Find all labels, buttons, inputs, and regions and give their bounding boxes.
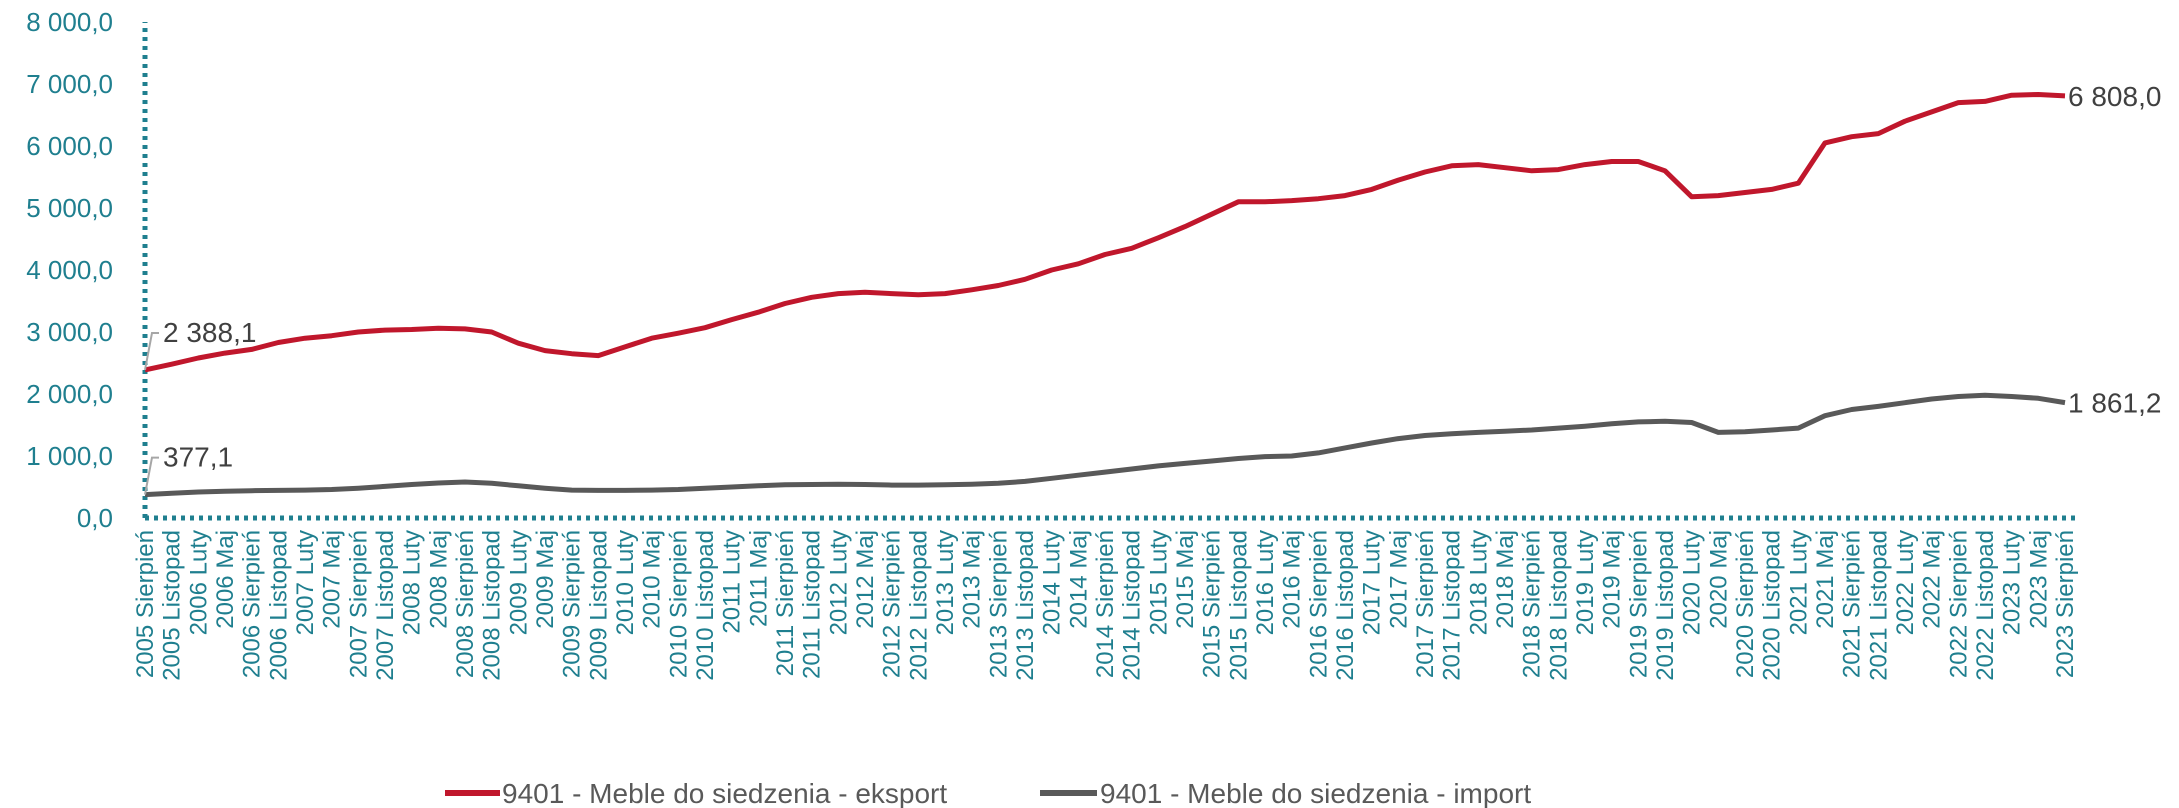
x-tick-label: 2023 Sierpień — [2052, 530, 2079, 678]
x-tick-label: 2016 Luty — [1252, 530, 1279, 635]
y-tick-label: 2 000,0 — [26, 379, 113, 409]
x-tick-label: 2009 Maj — [532, 530, 559, 629]
x-tick-labels: 2005 Sierpień 2005 Listopad 2006 Luty 2006 … — [132, 530, 2079, 681]
x-tick-label: 2022 Listopad — [1972, 530, 1999, 681]
legend: 9401 - Meble do siedzenia - eksport 9401… — [445, 778, 1531, 808]
x-tick-label: 2006 Listopad — [265, 530, 292, 681]
x-tick-label: 2021 Sierpień — [1839, 530, 1866, 678]
x-tick-label: 2005 Listopad — [159, 530, 186, 681]
x-tick-label: 2020 Listopad — [1759, 530, 1786, 681]
y-tick-labels: 0,0 1 000,0 2 000,0 3 000,0 4 000,0 5 000,0 6 … — [26, 7, 113, 533]
series-lines — [144, 92, 2066, 498]
y-tick-label: 0,0 — [77, 503, 113, 533]
leader-line — [144, 456, 159, 495]
x-tick-label: 2020 Maj — [1705, 530, 1732, 629]
data-label-first: 377,1 — [163, 442, 233, 473]
axes — [142, 22, 2075, 521]
x-tick-label: 2023 Maj — [2025, 530, 2052, 629]
x-tick-label: 2018 Maj — [1492, 530, 1519, 629]
x-tick-label: 2022 Luty — [1892, 530, 1919, 635]
x-tick-label: 2014 Sierpień — [1092, 530, 1119, 678]
x-tick-label: 2019 Luty — [1572, 530, 1599, 635]
x-tick-label: 2010 Luty — [612, 530, 639, 635]
x-tick-label: 2018 Sierpień — [1519, 530, 1546, 678]
leader-line — [144, 331, 159, 371]
x-tick-label: 2016 Sierpień — [1305, 530, 1332, 678]
x-tick-label: 2013 Luty — [932, 530, 959, 635]
x-tick-label: 2018 Luty — [1465, 530, 1492, 635]
x-tick-label: 2010 Sierpień — [665, 530, 692, 678]
x-tick-label: 2021 Maj — [1812, 530, 1839, 629]
x-tick-label: 2012 Maj — [852, 530, 879, 629]
x-tick-label: 2016 Maj — [1279, 530, 1306, 629]
x-tick-label: 2006 Luty — [185, 530, 212, 635]
y-tick-label: 6 000,0 — [26, 131, 113, 161]
x-tick-label: 2022 Maj — [1919, 530, 1946, 629]
x-tick-label: 2021 Listopad — [1865, 530, 1892, 681]
x-tick-label: 2012 Sierpień — [879, 530, 906, 678]
x-tick-label: 2005 Sierpień — [132, 530, 159, 678]
x-tick-label: 2010 Listopad — [692, 530, 719, 681]
data-labels: 2 388,1 6 808,0 377,1 1 861,2 — [144, 81, 2161, 495]
x-tick-label: 2019 Listopad — [1652, 530, 1679, 681]
x-tick-label: 2015 Maj — [1172, 530, 1199, 629]
y-tick-label: 3 000,0 — [26, 317, 113, 347]
y-tick-label: 1 000,0 — [26, 441, 113, 471]
x-tick-label: 2018 Listopad — [1545, 530, 1572, 681]
x-tick-label: 2007 Sierpień — [345, 530, 372, 678]
x-tick-label: 2011 Listopad — [799, 530, 826, 679]
x-tick-label: 2014 Maj — [1065, 530, 1092, 629]
x-tick-label: 2015 Luty — [1145, 530, 1172, 635]
x-tick-label: 2007 Maj — [319, 530, 346, 629]
x-tick-label: 2023 Luty — [1999, 530, 2026, 635]
x-tick-label: 2015 Listopad — [1225, 530, 1252, 681]
x-tick-label: 2022 Sierpień — [1945, 530, 1972, 678]
x-tick-label: 2009 Sierpień — [559, 530, 586, 678]
legend-label-export: 9401 - Meble do siedzenia - eksport — [502, 778, 947, 808]
x-tick-label: 2013 Listopad — [1012, 530, 1039, 681]
x-tick-label: 2009 Listopad — [585, 530, 612, 681]
x-tick-label: 2013 Maj — [959, 530, 986, 629]
x-tick-label: 2009 Luty — [505, 530, 532, 635]
y-tick-label: 4 000,0 — [26, 255, 113, 285]
y-tick-label: 8 000,0 — [26, 7, 113, 37]
y-tick-label: 5 000,0 — [26, 193, 113, 223]
x-tick-label: 2017 Luty — [1359, 530, 1386, 635]
x-tick-label: 2020 Luty — [1679, 530, 1706, 635]
x-tick-label: 2015 Sierpień — [1199, 530, 1226, 678]
x-tick-label: 2008 Maj — [425, 530, 452, 629]
x-tick-label: 2016 Listopad — [1332, 530, 1359, 681]
data-label-last: 1 861,2 — [2068, 388, 2161, 419]
x-tick-label: 2012 Luty — [825, 530, 852, 635]
x-tick-label: 2021 Luty — [1785, 530, 1812, 635]
legend-label-import: 9401 - Meble do siedzenia - import — [1100, 778, 1531, 808]
x-tick-label: 2011 Luty — [719, 530, 746, 634]
x-tick-label: 2008 Listopad — [479, 530, 506, 681]
x-tick-label: 2017 Maj — [1385, 530, 1412, 629]
x-tick-label: 2008 Luty — [399, 530, 426, 635]
series-line-export — [144, 92, 2066, 373]
x-tick-label: 2017 Sierpień — [1412, 530, 1439, 678]
x-tick-label: 2007 Luty — [292, 530, 319, 635]
x-tick-label: 2020 Sierpień — [1732, 530, 1759, 678]
series-line-import — [144, 392, 2066, 498]
x-tick-label: 2013 Sierpień — [985, 530, 1012, 678]
x-tick-label: 2011 Maj — [745, 530, 772, 627]
x-tick-label: 2011 Sierpień — [772, 530, 799, 676]
x-tick-label: 2008 Sierpień — [452, 530, 479, 678]
x-tick-label: 2007 Listopad — [372, 530, 399, 681]
x-tick-label: 2019 Maj — [1599, 530, 1626, 629]
data-label-first: 2 388,1 — [163, 317, 256, 348]
data-label-last: 6 808,0 — [2068, 81, 2161, 112]
x-tick-label: 2006 Maj — [212, 530, 239, 629]
x-tick-label: 2014 Listopad — [1119, 530, 1146, 681]
x-tick-label: 2006 Sierpień — [239, 530, 266, 678]
x-tick-label: 2010 Maj — [639, 530, 666, 629]
x-tick-label: 2017 Listopad — [1439, 530, 1466, 681]
x-tick-label: 2014 Luty — [1039, 530, 1066, 635]
x-tick-label: 2019 Sierpień — [1625, 530, 1652, 678]
x-tick-label: 2012 Listopad — [905, 530, 932, 681]
y-tick-label: 7 000,0 — [26, 69, 113, 99]
